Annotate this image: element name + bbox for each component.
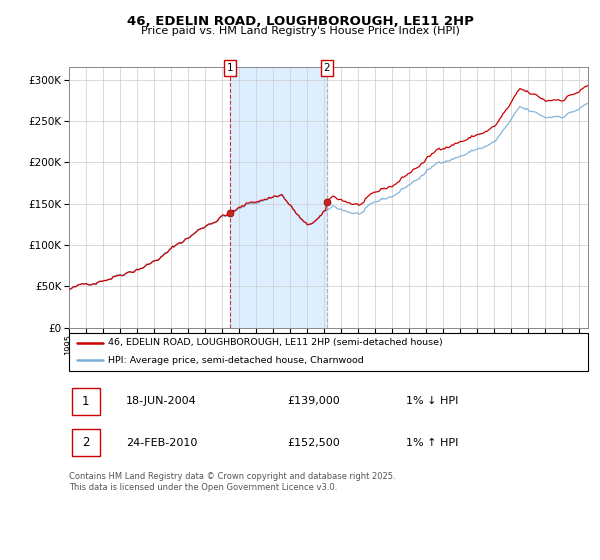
Text: HPI: Average price, semi-detached house, Charnwood: HPI: Average price, semi-detached house,… xyxy=(108,356,364,365)
Text: 24-FEB-2010: 24-FEB-2010 xyxy=(126,438,197,447)
Text: Contains HM Land Registry data © Crown copyright and database right 2025.
This d: Contains HM Land Registry data © Crown c… xyxy=(69,472,395,492)
Bar xyxy=(71,430,100,456)
Text: £152,500: £152,500 xyxy=(287,438,340,447)
Text: 1% ↓ HPI: 1% ↓ HPI xyxy=(406,396,459,406)
Text: £139,000: £139,000 xyxy=(287,396,340,406)
Text: 2: 2 xyxy=(82,436,89,449)
Text: 1: 1 xyxy=(227,63,233,73)
Text: 1: 1 xyxy=(82,395,89,408)
Text: 1% ↑ HPI: 1% ↑ HPI xyxy=(406,438,459,447)
Text: 46, EDELIN ROAD, LOUGHBOROUGH, LE11 2HP: 46, EDELIN ROAD, LOUGHBOROUGH, LE11 2HP xyxy=(127,15,473,27)
Bar xyxy=(230,67,327,328)
Text: 18-JUN-2004: 18-JUN-2004 xyxy=(126,396,197,406)
Text: 2: 2 xyxy=(323,63,330,73)
Bar xyxy=(71,388,100,414)
Text: 46, EDELIN ROAD, LOUGHBOROUGH, LE11 2HP (semi-detached house): 46, EDELIN ROAD, LOUGHBOROUGH, LE11 2HP … xyxy=(108,338,443,347)
Text: Price paid vs. HM Land Registry's House Price Index (HPI): Price paid vs. HM Land Registry's House … xyxy=(140,26,460,36)
